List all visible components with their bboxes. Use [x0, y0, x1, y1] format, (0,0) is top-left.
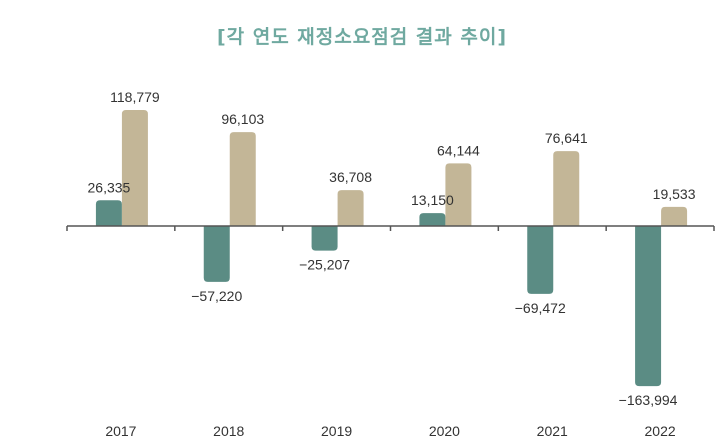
x-axis [66, 225, 715, 231]
bar-series-2-2022 [661, 206, 688, 226]
bars-group [95, 110, 688, 387]
data-label-series-1-2021: −69,472 [515, 300, 566, 316]
x-tick-label-2019: 2019 [321, 423, 352, 439]
chart-title: [각 연도 재정소요점검 결과 추이] [216, 26, 508, 48]
data-label-series-2-2019: 36,708 [329, 169, 372, 185]
bar-series-1-2021 [527, 226, 554, 294]
data-label-series-1-2022: −163,994 [619, 392, 678, 408]
bar-series-2-2021 [553, 151, 580, 226]
bar-series-1-2018 [203, 226, 230, 282]
bar-series-2-2017 [121, 110, 148, 226]
x-tick-labels-group: 2017 2018 2019 2020 2021 2022 [105, 423, 676, 439]
data-label-series-2-2021: 76,641 [545, 130, 588, 146]
bar-series-2-2018 [229, 132, 256, 226]
data-label-series-2-2020: 64,144 [437, 142, 480, 158]
data-labels-group: 26,335 118,779 −57,220 96,103 −25,207 36,708 1… [88, 89, 696, 408]
x-tick-label-2021: 2021 [537, 423, 568, 439]
data-label-series-2-2022: 19,533 [653, 186, 696, 202]
x-tick-label-2022: 2022 [645, 423, 676, 439]
bar-series-1-2019 [311, 226, 338, 251]
data-label-series-2-2018: 96,103 [221, 111, 264, 127]
data-label-series-1-2020: 13,150 [411, 192, 454, 208]
bar-series-1-2017 [95, 200, 122, 226]
x-tick-label-2018: 2018 [213, 423, 244, 439]
data-label-series-1-2019: −25,207 [299, 257, 350, 273]
data-label-series-1-2018: −57,220 [191, 288, 242, 304]
bar-series-1-2020 [419, 213, 446, 226]
x-tick-label-2020: 2020 [429, 423, 460, 439]
bar-series-2-2019 [337, 190, 364, 226]
data-label-series-1-2017: 26,335 [88, 179, 131, 195]
data-label-series-2-2017: 118,779 [110, 89, 160, 105]
bar-series-2-2020 [445, 163, 472, 226]
x-tick-label-2017: 2017 [105, 423, 136, 439]
bar-series-1-2022 [635, 226, 662, 387]
